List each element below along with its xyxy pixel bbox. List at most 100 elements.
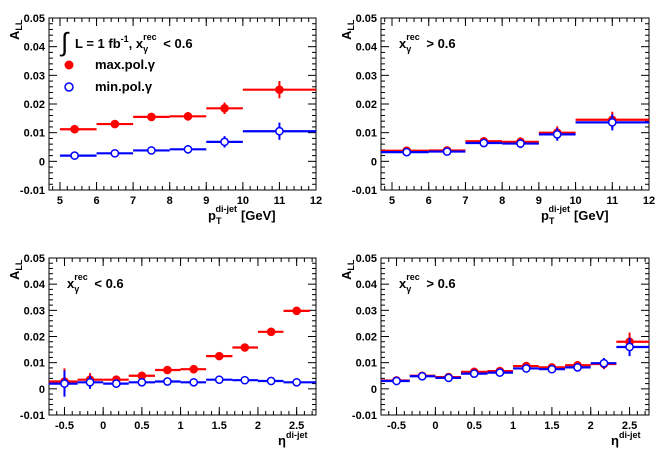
x-tick-label: 11 xyxy=(606,195,618,207)
x-tick-label: 2 xyxy=(255,420,261,432)
luminosity-annotation: L = 1 fb-1, xγrec < 0.6 xyxy=(75,32,193,54)
x-tick-label: 1.5 xyxy=(212,420,227,432)
x-tick-label: 0.5 xyxy=(467,420,482,432)
x-axis-label: ηdi-jet xyxy=(611,430,640,448)
y-tick-label: -0.01 xyxy=(20,185,45,197)
x-axis-label: ηdi-jet xyxy=(278,430,307,448)
y-tick-label: 0.03 xyxy=(356,70,377,82)
panel-pt-xgamma-gt-0.6: -0.01 0 0.01 0.02 0.03 0.04 0.05 5 6 7 8 9 10 11 12 ALL… xyxy=(339,13,655,226)
x-tick-label: 12 xyxy=(643,195,655,207)
x-tick-label: 12 xyxy=(310,195,322,207)
data-point-open xyxy=(214,375,224,385)
data-point-open xyxy=(292,377,302,387)
x-tick-label: 1 xyxy=(178,420,184,432)
data-point-open xyxy=(521,364,531,373)
integral-symbol: ∫ xyxy=(59,27,70,57)
data-point-filled xyxy=(275,85,284,94)
data-point-open xyxy=(442,147,452,156)
series-max-pol xyxy=(59,81,316,134)
data-point-open xyxy=(183,144,193,154)
x-tick-label: 1 xyxy=(510,420,516,432)
x-axis-label: pTdi-jet [GeV] xyxy=(541,204,609,226)
series-min-pol xyxy=(381,337,649,386)
data-point-open xyxy=(147,146,156,155)
x-tick-label: 0 xyxy=(432,420,438,432)
legend-label: min.pol.γ xyxy=(95,79,153,94)
data-point-open xyxy=(552,130,562,139)
data-point-open xyxy=(479,138,489,148)
y-tick-label: 0.05 xyxy=(24,13,45,25)
y-tick-label: 0.02 xyxy=(356,332,377,344)
x-tick-label: 8 xyxy=(499,195,505,207)
x-tick-label: 0 xyxy=(100,420,106,432)
data-point-open xyxy=(573,363,582,372)
data-point-open xyxy=(240,375,250,385)
y-tick-label: 0.03 xyxy=(356,305,377,317)
data-point-open xyxy=(189,377,199,387)
x-tick-label: 11 xyxy=(274,195,286,207)
data-point-open xyxy=(444,373,453,383)
data-point-open xyxy=(495,368,505,377)
plot-frame xyxy=(380,257,650,416)
data-point-filled xyxy=(292,306,301,316)
data-point-filled xyxy=(189,364,199,374)
data-point-open xyxy=(402,147,412,157)
y-tick-label: 0.01 xyxy=(24,358,45,370)
x-tick-label: 5 xyxy=(57,195,63,207)
y-tick-label: 0 xyxy=(39,156,45,168)
data-point-open xyxy=(70,151,79,160)
data-point-open xyxy=(469,369,479,379)
data-point-filled xyxy=(183,112,193,121)
xgamma-cut-annotation: xγrec > 0.6 xyxy=(399,32,456,54)
data-point-open xyxy=(60,379,69,388)
data-point-open xyxy=(417,371,427,381)
y-tick-label: 0 xyxy=(371,156,377,168)
y-axis-label: ALL xyxy=(339,259,356,280)
y-tick-label: 0.02 xyxy=(24,332,45,344)
data-point-filled xyxy=(147,112,156,122)
data-point-open xyxy=(85,377,95,387)
y-tick-label: 0.01 xyxy=(24,128,45,140)
x-tick-label: 7 xyxy=(462,195,468,207)
x-tick-label: 9 xyxy=(536,195,542,207)
x-tick-label: 2.5 xyxy=(289,420,304,432)
y-tick-label: 0.05 xyxy=(24,253,45,265)
x-tick-label: 1.5 xyxy=(544,420,559,432)
data-point-open xyxy=(111,379,121,388)
xgamma-cut-annotation: xγrec < 0.6 xyxy=(67,272,124,294)
y-tick-label: 0.04 xyxy=(356,279,378,291)
data-point-filled xyxy=(240,343,250,352)
y-tick-label: 0.04 xyxy=(24,279,46,291)
y-tick-label: 0.04 xyxy=(356,42,378,54)
data-point-open xyxy=(607,117,617,127)
y-tick-label: 0.02 xyxy=(356,99,377,111)
series-min-pol xyxy=(381,114,649,157)
data-point-open xyxy=(516,139,525,148)
panel-eta-xgamma-gt-0.6: -0.01 0 0.01 0.02 0.03 0.04 0.05 -0.5 0 0.5 1 1.5 2 2… xyxy=(339,253,650,448)
legend-marker-filled xyxy=(64,60,74,70)
data-point-open xyxy=(392,376,401,386)
x-tick-label: 10 xyxy=(569,195,581,207)
y-tick-label: 0.05 xyxy=(356,253,377,265)
y-tick-label: 0.01 xyxy=(356,128,377,140)
data-point-filled xyxy=(110,119,120,129)
y-tick-label: -0.01 xyxy=(20,410,45,422)
x-tick-label: -0.5 xyxy=(55,420,74,432)
data-point-filled xyxy=(220,104,229,113)
xgamma-cut-annotation: xγrec > 0.6 xyxy=(399,272,456,294)
y-tick-label: 0.02 xyxy=(24,99,45,111)
y-tick-label: 0 xyxy=(371,384,377,396)
y-tick-label: 0.03 xyxy=(24,305,45,317)
series-min-pol xyxy=(49,370,316,397)
x-tick-label: -0.5 xyxy=(387,420,406,432)
series-max-pol xyxy=(381,111,649,156)
x-axis-label: pTdi-jet [GeV] xyxy=(208,204,276,226)
data-point-filled xyxy=(163,365,172,375)
data-point-open xyxy=(137,377,147,387)
data-point-filled xyxy=(214,351,224,361)
x-tick-label: 10 xyxy=(237,195,249,207)
data-point-open xyxy=(625,342,634,352)
y-tick-label: 0 xyxy=(39,384,45,396)
y-axis-label: ALL xyxy=(339,19,356,40)
